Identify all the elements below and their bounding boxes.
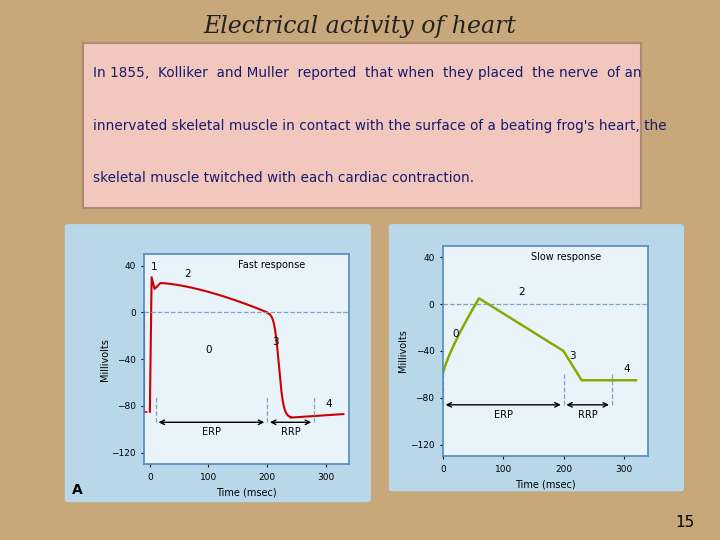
Text: skeletal muscle twitched with each cardiac contraction.: skeletal muscle twitched with each cardi… bbox=[93, 171, 474, 185]
X-axis label: Time (msec): Time (msec) bbox=[216, 487, 277, 497]
Text: 2: 2 bbox=[184, 269, 192, 279]
Text: 3: 3 bbox=[273, 337, 279, 347]
Text: 4: 4 bbox=[624, 364, 630, 374]
Text: RRP: RRP bbox=[281, 427, 300, 437]
Y-axis label: Millivolts: Millivolts bbox=[398, 329, 408, 373]
Text: Slow response: Slow response bbox=[531, 252, 601, 262]
Text: 0: 0 bbox=[205, 345, 212, 355]
Text: 0: 0 bbox=[453, 329, 459, 339]
Text: 4: 4 bbox=[325, 399, 332, 409]
Text: 1: 1 bbox=[151, 262, 158, 272]
Text: 2: 2 bbox=[518, 287, 525, 297]
Text: ERP: ERP bbox=[202, 427, 221, 437]
Text: Electrical activity of heart: Electrical activity of heart bbox=[204, 15, 516, 38]
Text: A: A bbox=[72, 483, 83, 497]
Text: innervated skeletal muscle in contact with the surface of a beating frog's heart: innervated skeletal muscle in contact wi… bbox=[93, 119, 667, 132]
Y-axis label: Millivolts: Millivolts bbox=[99, 338, 109, 381]
Text: Fast response: Fast response bbox=[238, 260, 305, 270]
Text: In 1855,  Kolliker  and Muller  reported  that when  they placed  the nerve  of : In 1855, Kolliker and Muller reported th… bbox=[93, 66, 642, 80]
X-axis label: Time (msec): Time (msec) bbox=[515, 479, 576, 489]
Text: RRP: RRP bbox=[577, 410, 598, 420]
Text: 15: 15 bbox=[675, 515, 695, 530]
Text: 3: 3 bbox=[570, 351, 576, 361]
Text: ERP: ERP bbox=[494, 410, 513, 420]
